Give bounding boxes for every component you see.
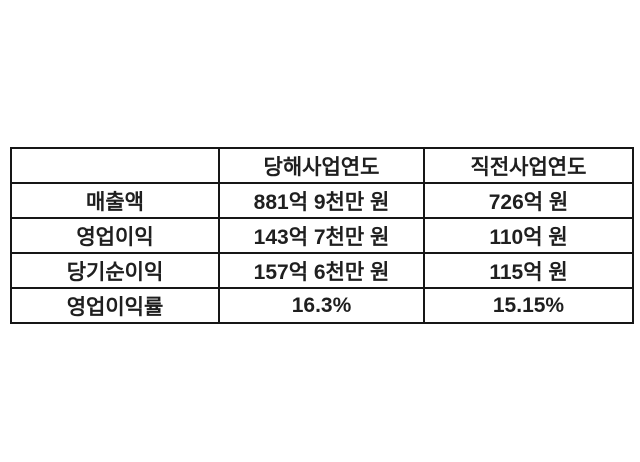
table-row-operating-profit: 영업이익 143억 7천만 원 110억 원	[10, 217, 634, 254]
operating-margin-previous-value: 15.15%	[423, 287, 634, 324]
row-label-net-income: 당기순이익	[10, 252, 220, 289]
table-row-revenue: 매출액 881억 9천만 원 726억 원	[10, 182, 634, 219]
net-income-current-value: 157억 6천만 원	[218, 252, 425, 289]
table-header-row: 당해사업연도 직전사업연도	[10, 147, 634, 184]
header-cell-current-fiscal-year: 당해사업연도	[218, 147, 425, 184]
header-cell-previous-fiscal-year: 직전사업연도	[423, 147, 634, 184]
header-cell-empty	[10, 147, 220, 184]
table-row-operating-margin: 영업이익률 16.3% 15.15%	[10, 287, 634, 324]
net-income-previous-value: 115억 원	[423, 252, 634, 289]
operating-profit-previous-value: 110억 원	[423, 217, 634, 254]
financial-summary-table-container: 당해사업연도 직전사업연도 매출액 881억 9천만 원 726억 원 영업이익…	[10, 147, 634, 324]
revenue-previous-value: 726억 원	[423, 182, 634, 219]
row-label-operating-margin: 영업이익률	[10, 287, 220, 324]
operating-profit-current-value: 143억 7천만 원	[218, 217, 425, 254]
operating-margin-current-value: 16.3%	[218, 287, 425, 324]
table-row-net-income: 당기순이익 157억 6천만 원 115억 원	[10, 252, 634, 289]
revenue-current-value: 881억 9천만 원	[218, 182, 425, 219]
financial-summary-table: 당해사업연도 직전사업연도 매출액 881억 9천만 원 726억 원 영업이익…	[10, 147, 634, 324]
row-label-operating-profit: 영업이익	[10, 217, 220, 254]
row-label-revenue: 매출액	[10, 182, 220, 219]
